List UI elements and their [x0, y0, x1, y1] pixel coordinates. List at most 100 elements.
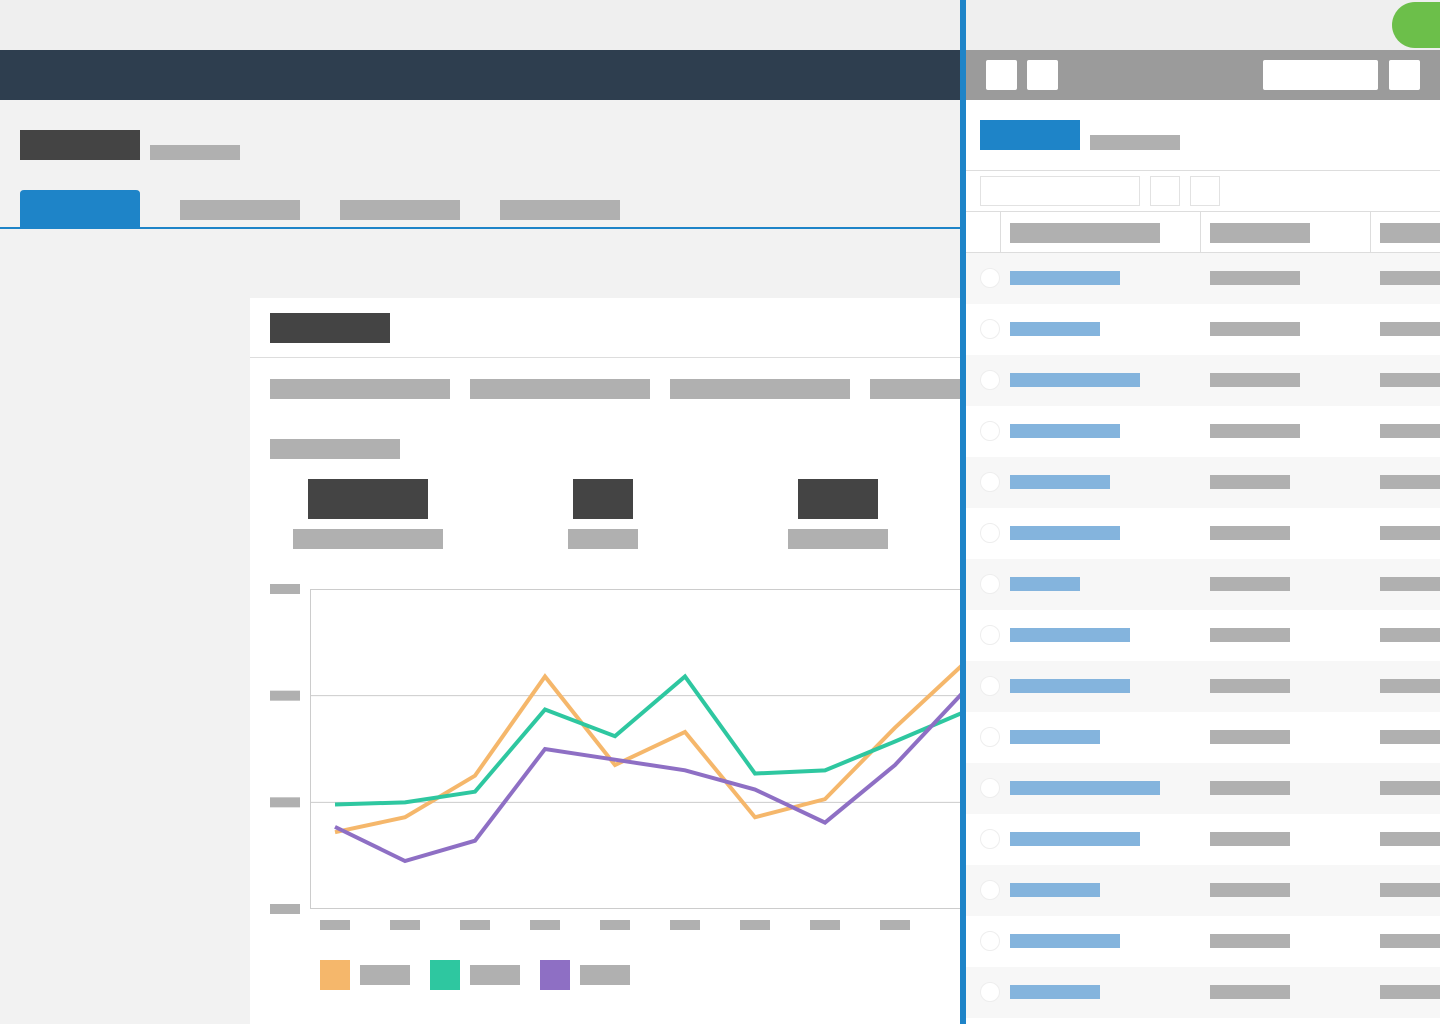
status-pill[interactable]: [1392, 2, 1440, 48]
tab[interactable]: [340, 200, 460, 220]
row-checkbox[interactable]: [980, 523, 1000, 543]
filter[interactable]: [870, 379, 960, 399]
row-link[interactable]: [1010, 781, 1160, 795]
search-input[interactable]: [980, 176, 1140, 206]
chart: [310, 664, 960, 864]
series-line: [334, 673, 960, 807]
row-link[interactable]: [1010, 322, 1100, 336]
row-checkbox[interactable]: [980, 268, 1000, 288]
y-tick-placeholder: [270, 690, 300, 701]
x-tick-placeholder: [460, 920, 490, 930]
card-title: [270, 313, 390, 343]
row-link[interactable]: [1010, 832, 1140, 846]
row-link[interactable]: [1010, 475, 1110, 489]
card: [250, 298, 960, 1024]
legend-label: [360, 965, 410, 985]
row-link[interactable]: [1010, 577, 1080, 591]
row-link[interactable]: [1010, 271, 1120, 285]
row-cell: [1210, 679, 1290, 693]
legend-swatch: [540, 960, 570, 990]
filter[interactable]: [470, 379, 650, 399]
row-checkbox[interactable]: [980, 829, 1000, 849]
x-tick-placeholder: [670, 920, 700, 930]
toolbar-button[interactable]: [986, 60, 1017, 90]
row-link[interactable]: [1010, 730, 1100, 744]
y-tick-placeholder: [270, 584, 300, 594]
section-label: [270, 439, 400, 459]
row-cell: [1210, 526, 1290, 540]
row-checkbox[interactable]: [980, 778, 1000, 798]
row-cell: [1380, 985, 1440, 999]
column-header[interactable]: [1380, 223, 1440, 243]
tab[interactable]: [500, 200, 620, 220]
x-tick-placeholder: [600, 920, 630, 930]
x-tick-placeholder: [530, 920, 560, 930]
row-cell: [1380, 883, 1440, 897]
toolbar-button[interactable]: [1027, 60, 1058, 90]
filter[interactable]: [670, 379, 850, 399]
column-header[interactable]: [1010, 223, 1160, 243]
row-link[interactable]: [1010, 628, 1130, 642]
row-cell: [1210, 781, 1290, 795]
filter[interactable]: [270, 379, 450, 399]
kpi-value: [308, 479, 428, 519]
row-cell: [1380, 373, 1440, 387]
column-separator: [1000, 211, 1001, 253]
row-link[interactable]: [1010, 526, 1120, 540]
x-tick-placeholder: [740, 920, 770, 930]
row-cell: [1380, 475, 1440, 489]
row-cell: [1380, 934, 1440, 948]
row-link[interactable]: [1010, 424, 1120, 438]
kpi-label: [788, 529, 888, 549]
kpi-label: [568, 529, 638, 549]
row-cell: [1210, 628, 1290, 642]
row-link[interactable]: [1010, 883, 1100, 897]
row-checkbox[interactable]: [980, 727, 1000, 747]
row-cell: [1380, 832, 1440, 846]
legend-swatch: [320, 960, 350, 990]
legend-label: [470, 965, 520, 985]
column-header[interactable]: [1210, 223, 1310, 243]
row-link[interactable]: [1010, 373, 1140, 387]
row-cell: [1210, 475, 1290, 489]
divider: [250, 357, 960, 358]
tab[interactable]: [180, 200, 300, 220]
row-checkbox[interactable]: [980, 880, 1000, 900]
row-checkbox[interactable]: [980, 676, 1000, 696]
row-checkbox[interactable]: [980, 472, 1000, 492]
x-tick-placeholder: [390, 920, 420, 930]
tab-active[interactable]: [20, 190, 140, 228]
row-checkbox[interactable]: [980, 931, 1000, 951]
x-tick-placeholder: [880, 920, 910, 930]
row-checkbox[interactable]: [980, 370, 1000, 390]
row-cell: [1380, 730, 1440, 744]
panel-top: [966, 0, 1440, 50]
tab-underline: [0, 227, 960, 229]
row-cell: [1210, 322, 1300, 336]
navbar: [0, 50, 960, 100]
toolbar-button[interactable]: [1389, 60, 1420, 90]
row-link[interactable]: [1010, 985, 1100, 999]
row-checkbox[interactable]: [980, 574, 1000, 594]
x-tick-placeholder: [320, 920, 350, 930]
kpi-value: [573, 479, 633, 519]
row-link[interactable]: [1010, 934, 1120, 948]
primary-button[interactable]: [980, 120, 1080, 150]
filter-button[interactable]: [1190, 176, 1220, 206]
row-checkbox[interactable]: [980, 982, 1000, 1002]
row-cell: [1380, 781, 1440, 795]
toolbar-search[interactable]: [1263, 60, 1378, 90]
row-cell: [1210, 424, 1300, 438]
filter-button[interactable]: [1150, 176, 1180, 206]
divider: [966, 170, 1440, 171]
panel-subtitle: [1090, 135, 1180, 150]
row-cell: [1380, 628, 1440, 642]
row-cell: [1210, 934, 1290, 948]
row-checkbox[interactable]: [980, 625, 1000, 645]
row-link[interactable]: [1010, 679, 1130, 693]
row-checkbox[interactable]: [980, 421, 1000, 441]
table-rows: [966, 253, 1440, 1018]
row-checkbox[interactable]: [980, 319, 1000, 339]
